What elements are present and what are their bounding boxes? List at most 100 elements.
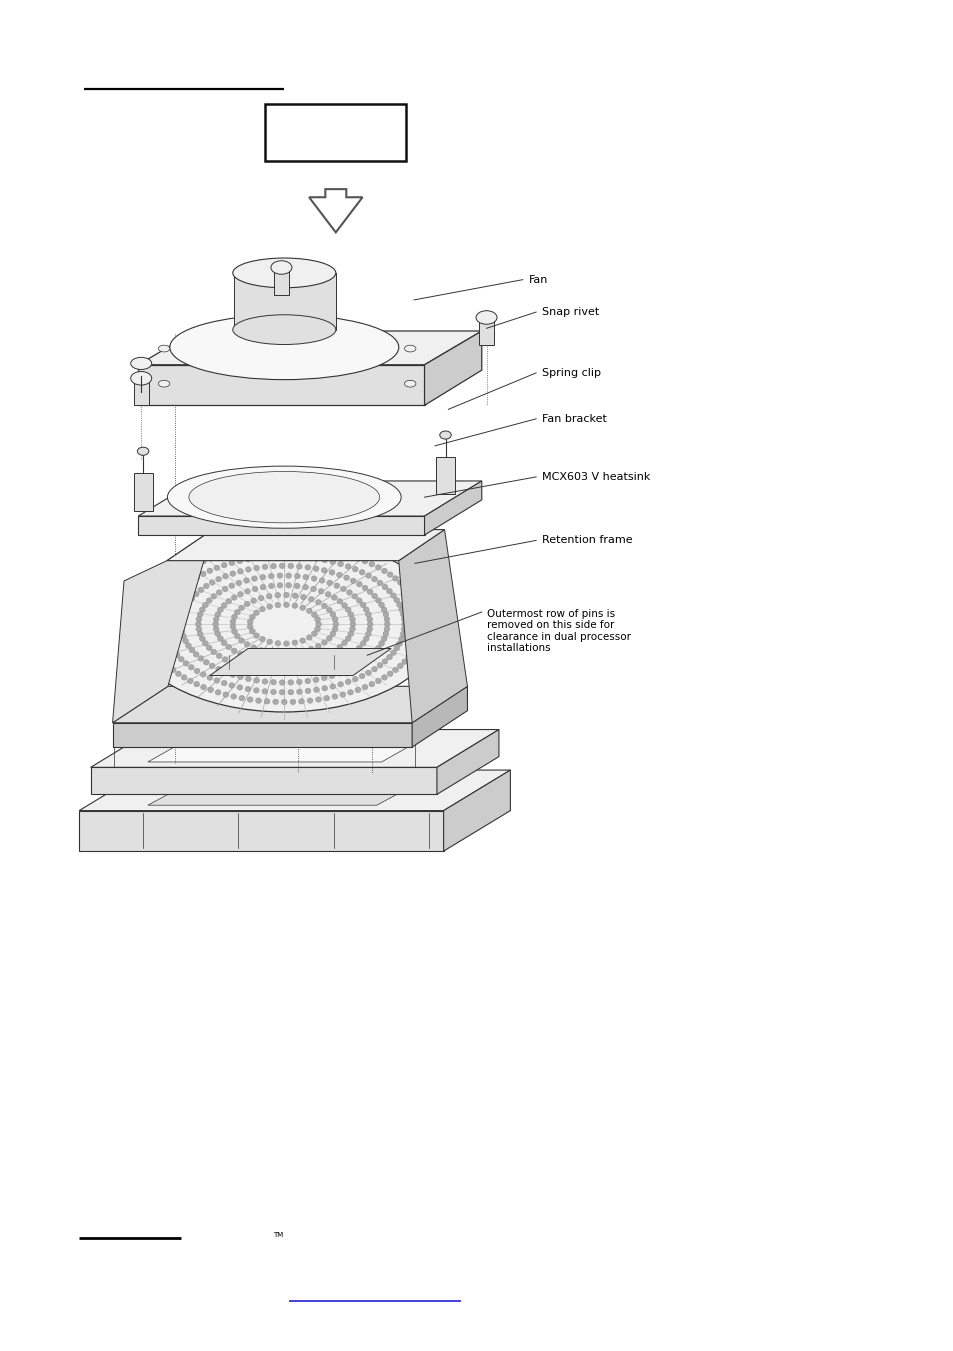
Ellipse shape <box>326 607 332 612</box>
Ellipse shape <box>290 698 295 704</box>
Ellipse shape <box>363 636 369 642</box>
Ellipse shape <box>195 616 201 621</box>
Ellipse shape <box>262 689 268 694</box>
Ellipse shape <box>376 580 382 585</box>
Ellipse shape <box>307 544 313 550</box>
Ellipse shape <box>311 667 316 673</box>
Ellipse shape <box>305 678 311 684</box>
Ellipse shape <box>271 261 292 274</box>
Ellipse shape <box>147 636 152 642</box>
Ellipse shape <box>157 655 163 661</box>
Ellipse shape <box>186 600 192 605</box>
Ellipse shape <box>327 663 333 669</box>
Ellipse shape <box>223 692 229 697</box>
Ellipse shape <box>144 627 150 632</box>
Polygon shape <box>138 365 424 405</box>
Ellipse shape <box>300 648 306 654</box>
Ellipse shape <box>346 590 352 596</box>
Ellipse shape <box>334 584 339 589</box>
Ellipse shape <box>183 661 189 666</box>
Ellipse shape <box>315 546 321 551</box>
Ellipse shape <box>359 570 365 576</box>
Ellipse shape <box>274 640 280 646</box>
Ellipse shape <box>384 627 390 632</box>
Ellipse shape <box>392 576 397 581</box>
Ellipse shape <box>367 654 373 659</box>
Ellipse shape <box>255 544 261 550</box>
Ellipse shape <box>268 573 274 578</box>
Ellipse shape <box>382 659 388 665</box>
Ellipse shape <box>153 593 159 598</box>
Ellipse shape <box>276 582 282 588</box>
Ellipse shape <box>327 580 333 585</box>
Ellipse shape <box>321 603 327 608</box>
Polygon shape <box>138 516 424 535</box>
Ellipse shape <box>271 689 276 694</box>
Ellipse shape <box>341 640 347 646</box>
Ellipse shape <box>253 555 259 561</box>
Ellipse shape <box>161 584 167 589</box>
Ellipse shape <box>356 644 362 650</box>
Ellipse shape <box>352 566 357 571</box>
Ellipse shape <box>401 627 407 632</box>
Ellipse shape <box>404 345 416 353</box>
Ellipse shape <box>348 631 354 636</box>
Ellipse shape <box>194 574 200 580</box>
Ellipse shape <box>237 651 243 657</box>
Ellipse shape <box>345 636 351 642</box>
Ellipse shape <box>168 643 173 648</box>
Ellipse shape <box>271 563 276 569</box>
Ellipse shape <box>163 609 169 615</box>
Ellipse shape <box>345 607 351 612</box>
Ellipse shape <box>386 589 392 594</box>
Ellipse shape <box>311 576 316 581</box>
Ellipse shape <box>283 640 289 646</box>
Ellipse shape <box>244 601 250 607</box>
Ellipse shape <box>321 558 327 563</box>
Ellipse shape <box>273 544 278 550</box>
Ellipse shape <box>236 685 242 690</box>
Ellipse shape <box>356 662 362 667</box>
Ellipse shape <box>286 582 292 588</box>
Ellipse shape <box>330 559 335 565</box>
Ellipse shape <box>372 650 377 655</box>
Ellipse shape <box>312 631 317 636</box>
Ellipse shape <box>131 357 152 370</box>
Ellipse shape <box>269 584 274 589</box>
Ellipse shape <box>181 569 187 574</box>
Ellipse shape <box>252 657 257 662</box>
Ellipse shape <box>243 665 249 670</box>
Ellipse shape <box>200 558 206 563</box>
Ellipse shape <box>398 607 404 612</box>
Ellipse shape <box>260 658 266 663</box>
Ellipse shape <box>161 619 167 624</box>
Ellipse shape <box>244 589 250 594</box>
Ellipse shape <box>349 616 355 621</box>
Ellipse shape <box>266 650 272 655</box>
Ellipse shape <box>314 627 320 632</box>
Ellipse shape <box>247 624 253 630</box>
Ellipse shape <box>312 612 317 617</box>
Ellipse shape <box>375 565 381 570</box>
Ellipse shape <box>394 597 399 603</box>
Ellipse shape <box>259 574 265 580</box>
Ellipse shape <box>381 636 387 642</box>
Ellipse shape <box>378 640 384 646</box>
Ellipse shape <box>202 603 208 608</box>
Ellipse shape <box>347 554 353 559</box>
Ellipse shape <box>274 603 280 608</box>
Ellipse shape <box>288 680 294 685</box>
Polygon shape <box>79 811 443 851</box>
Ellipse shape <box>367 616 373 621</box>
Ellipse shape <box>229 561 234 566</box>
Ellipse shape <box>405 588 411 593</box>
Ellipse shape <box>239 696 245 701</box>
Ellipse shape <box>356 598 362 604</box>
Ellipse shape <box>230 624 235 630</box>
Text: Retention frame: Retention frame <box>541 535 632 546</box>
Text: Spring clip: Spring clip <box>541 367 600 378</box>
Ellipse shape <box>412 646 417 651</box>
Ellipse shape <box>337 561 343 566</box>
Ellipse shape <box>189 578 194 584</box>
Ellipse shape <box>158 345 170 353</box>
